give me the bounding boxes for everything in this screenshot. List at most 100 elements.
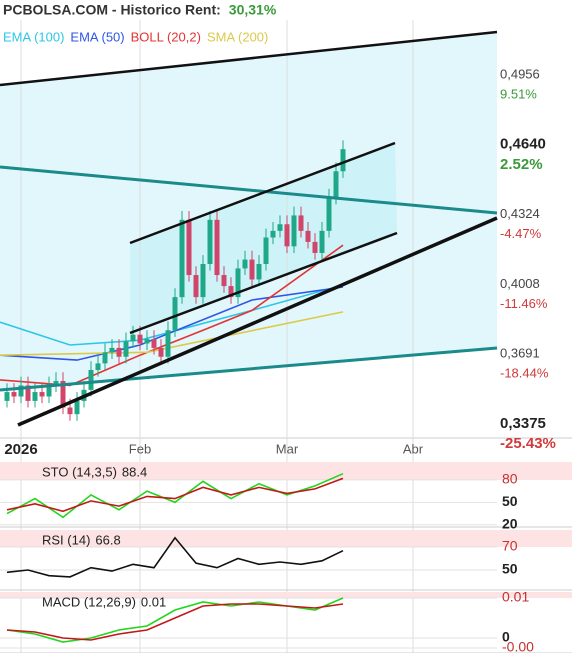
x-tick-label: Abr bbox=[403, 441, 424, 456]
panel-value: 0.01 bbox=[141, 594, 166, 609]
candle-body bbox=[67, 407, 73, 415]
header-band bbox=[0, 0, 572, 20]
candle-body bbox=[214, 219, 220, 276]
legend-entry: EMA (50) bbox=[70, 29, 124, 44]
candle-body bbox=[18, 385, 24, 397]
candle-body bbox=[32, 392, 38, 401]
candle-body bbox=[221, 275, 227, 287]
header-rent: 30,31% bbox=[229, 2, 277, 18]
trend-lines bbox=[0, 30, 498, 427]
y2-tick-label: -25.43% bbox=[500, 435, 556, 452]
y2-tick-label: -4.47% bbox=[500, 226, 542, 241]
x-tick-label: 2026 bbox=[4, 441, 37, 458]
y2-tick-label: -11.46% bbox=[500, 296, 548, 311]
candle-body bbox=[291, 215, 297, 247]
trend-line bbox=[129, 141, 396, 245]
candle-body bbox=[242, 259, 248, 269]
candle-body bbox=[235, 268, 241, 298]
candle-body bbox=[305, 230, 311, 242]
candle-body bbox=[137, 334, 143, 344]
trend-line bbox=[0, 165, 498, 215]
y-tick-label: 20 bbox=[502, 515, 518, 531]
panel-value: 88.4 bbox=[122, 464, 147, 479]
candle-body bbox=[144, 339, 150, 344]
indicator-line bbox=[6, 472, 344, 519]
grid bbox=[0, 20, 572, 653]
candle-body bbox=[249, 259, 255, 280]
overbought-band bbox=[0, 530, 572, 548]
candle-body bbox=[340, 149, 346, 172]
candle-body bbox=[88, 369, 94, 390]
candle-body bbox=[11, 392, 17, 397]
y-tick-label: 0,4008 bbox=[500, 276, 540, 291]
candle-body bbox=[284, 224, 290, 247]
candle-body bbox=[39, 392, 45, 397]
y-tick-label: 0.01 bbox=[502, 589, 529, 605]
indicator-line bbox=[0, 311, 344, 356]
overbought-band bbox=[0, 462, 572, 480]
y-tick-label: 50 bbox=[502, 561, 518, 577]
marks bbox=[0, 140, 346, 643]
candle-body bbox=[319, 230, 325, 253]
legend-entry: EMA (100) bbox=[3, 29, 64, 44]
candle-body bbox=[270, 230, 276, 238]
candle-body bbox=[130, 334, 136, 342]
candle-body bbox=[60, 381, 66, 408]
candle-body bbox=[179, 219, 185, 298]
candle-body bbox=[25, 385, 31, 401]
panel-title: MACD (12,26,9) bbox=[42, 594, 136, 609]
y-tick-label: 0,4640 bbox=[500, 136, 546, 153]
candle-body bbox=[326, 197, 332, 231]
overbought-band bbox=[0, 592, 572, 598]
y-tick-label: 0,4324 bbox=[500, 206, 540, 221]
candle-body bbox=[165, 330, 171, 357]
candle-body bbox=[256, 263, 262, 280]
trend-line bbox=[17, 216, 498, 427]
y2-tick-label: 2.52% bbox=[500, 156, 543, 173]
x-tick-label: Feb bbox=[129, 441, 151, 456]
candle-body bbox=[193, 275, 199, 298]
candle-body bbox=[123, 341, 129, 357]
candle-body bbox=[298, 215, 304, 231]
candle-body bbox=[53, 381, 59, 386]
candle-body bbox=[4, 392, 10, 401]
header-title: PCBOLSA.COM - Historico Rent: bbox=[3, 2, 221, 18]
y2-tick-label: -18.44% bbox=[500, 366, 549, 381]
candle-body bbox=[102, 352, 108, 364]
y-tick-label: -0.00 bbox=[502, 639, 534, 653]
candle-body bbox=[186, 219, 192, 276]
candle-body bbox=[109, 347, 115, 353]
panel-title: RSI (14) bbox=[42, 532, 90, 547]
trend-line bbox=[0, 346, 498, 392]
indicator-line bbox=[6, 536, 344, 578]
candle-body bbox=[158, 347, 164, 357]
candle-body bbox=[200, 263, 206, 298]
y-tick-label: 50 bbox=[502, 493, 518, 509]
candle-body bbox=[263, 237, 269, 264]
panel-title: STO (14,3,5) bbox=[42, 464, 117, 479]
candle-body bbox=[172, 297, 178, 331]
candle-body bbox=[151, 339, 157, 348]
candle-body bbox=[333, 171, 339, 198]
candle-body bbox=[277, 224, 283, 231]
trend-line bbox=[0, 30, 498, 87]
y-tick-label: 0 bbox=[502, 629, 510, 645]
indicator-line bbox=[6, 603, 344, 641]
y-tick-label: 0,3691 bbox=[500, 346, 540, 361]
candle-body bbox=[74, 400, 80, 415]
candle-body bbox=[312, 241, 318, 253]
trend-line bbox=[129, 231, 398, 335]
y-tick-label: 70 bbox=[502, 538, 518, 554]
candle-body bbox=[95, 363, 101, 370]
candle-body bbox=[116, 347, 122, 357]
candle-body bbox=[207, 219, 213, 264]
y2-tick-label: 9.51% bbox=[500, 86, 537, 101]
y-tick-label: 0,4956 bbox=[500, 66, 540, 81]
candle-body bbox=[228, 286, 234, 298]
y-tick-label: 0,3375 bbox=[500, 415, 546, 432]
x-tick-label: Mar bbox=[276, 441, 299, 456]
indicator-line bbox=[6, 477, 344, 513]
candle-body bbox=[46, 385, 52, 397]
y-tick-label: 80 bbox=[502, 471, 518, 487]
